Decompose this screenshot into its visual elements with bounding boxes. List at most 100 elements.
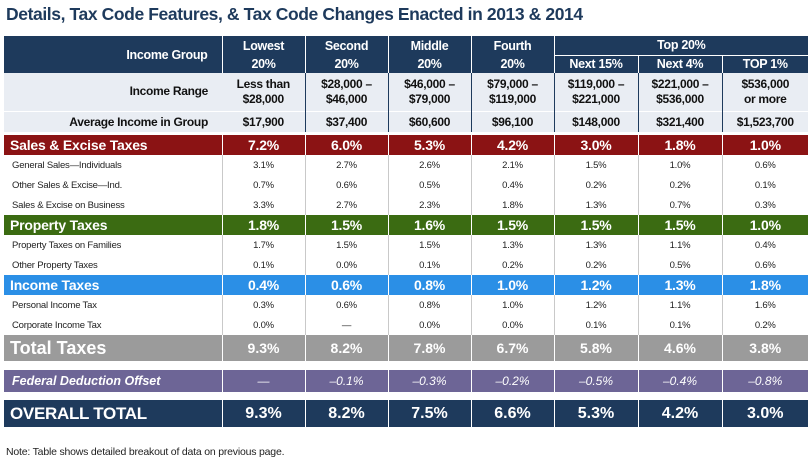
header-second: Second [304,36,388,55]
header-fourth: Fourth [470,36,554,55]
cell: 6.7% [470,335,554,361]
cell: 1.8% [637,135,722,155]
cell: 8.2% [304,400,388,427]
overall-total-row: OVERALL TOTAL 9.3% 8.2% 7.5% 6.6% 5.3% 4… [4,400,809,427]
range-cell: $536,000 or more [721,73,809,111]
cell: 9.3% [221,335,305,361]
header-middle-pct: 20% [387,55,471,73]
cell: 1.5% [304,235,388,255]
row-label: Corporate Income Tax [12,319,102,331]
cell: 0.8% [387,295,471,315]
row-label: General Sales—Individuals [12,159,122,171]
header-middle: Middle [387,36,471,55]
cell: 0.6% [721,155,809,175]
cell: 0.0% [221,315,305,335]
cell: 1.0% [637,155,722,175]
table-row: Personal Income Tax 0.3% 0.6% 0.8% 1.0% … [4,295,809,315]
sales-excise-row: Sales & Excise Taxes 7.2% 6.0% 5.3% 4.2%… [4,135,809,155]
cell: 2.1% [470,155,554,175]
cell: — [304,315,388,335]
table-row: General Sales—Individuals 3.1% 2.7% 2.6%… [4,155,809,175]
average-income-row: Average Income in Group $17,900 $37,400 … [4,110,809,132]
row-label: Personal Income Tax [12,299,97,311]
cell: 0.1% [553,315,638,335]
cell: 1.5% [553,155,638,175]
cell: 4.2% [637,400,722,427]
range-cell: $28,000 – $46,000 [304,73,388,111]
cell: 0.4% [470,175,554,195]
range-cell: Less than $28,000 [222,73,305,111]
federal-deduction-row: Federal Deduction Offset — –0.1% –0.3% –… [4,370,809,392]
cell: 3.1% [221,155,305,175]
cell: 0.4% [221,275,305,295]
cell: 1.3% [470,235,554,255]
cell: –0.3% [387,370,471,392]
average-income-label: Average Income in Group [4,110,222,132]
avg-cell: $148,000 [553,110,638,132]
header-lowest: Lowest [221,36,305,55]
header-row-2: 20% 20% 20% 20% Next 15% Next 4% TOP 1% [4,55,809,73]
cell: –0.1% [304,370,388,392]
cell: 0.1% [387,255,471,275]
table-row: Sales & Excise on Business 3.3% 2.7% 2.3… [4,195,809,215]
cell: 0.6% [304,275,388,295]
cell: –0.8% [721,370,809,392]
cell: 0.6% [304,175,388,195]
income-range-label: Income Range [4,73,222,111]
range-cell: $221,000 – $536,000 [637,73,722,111]
cell: 0.1% [221,255,305,275]
table-row: Other Property Taxes 0.1% 0.0% 0.1% 0.2%… [4,255,809,275]
cell: 1.3% [637,275,722,295]
cell: — [221,370,305,392]
cell: 1.0% [721,215,809,235]
cell: 0.1% [721,175,809,195]
cell: 1.0% [470,275,554,295]
cell: 0.6% [721,255,809,275]
header-top1: TOP 1% [721,55,809,73]
income-group-label: Income Group [4,36,222,73]
cell: –0.4% [637,370,722,392]
cell: 0.2% [721,315,809,335]
cell: 0.2% [553,255,638,275]
avg-cell: $60,600 [387,110,471,132]
cell: 4.6% [637,335,722,361]
income-range-row: Income Range Less than $28,000 $28,000 – $… [4,73,809,111]
cell: 7.5% [387,400,471,427]
cell: 3.0% [721,400,809,427]
cell: 1.6% [387,215,471,235]
cell: 0.3% [721,195,809,215]
cell: 0.2% [553,175,638,195]
cell: 1.5% [387,235,471,255]
cell: 5.3% [387,135,471,155]
tax-table: Income Group Lowest Second Middle Fourth… [4,36,809,427]
cell: 1.8% [721,275,809,295]
cell: 1.2% [553,275,638,295]
header-next4: Next 4% [637,55,722,73]
cell: 1.2% [553,295,638,315]
cell: 1.5% [637,215,722,235]
overall-total-label: OVERALL TOTAL [4,400,222,427]
row-label: Other Property Taxes [12,259,98,271]
cell: 9.3% [221,400,305,427]
cell: –0.2% [470,370,554,392]
table-row: Other Sales & Excise—Ind. 0.7% 0.6% 0.5%… [4,175,809,195]
cell: 7.8% [387,335,471,361]
cell: 8.2% [304,335,388,361]
income-taxes-label: Income Taxes [4,275,222,295]
cell: 7.2% [221,135,305,155]
cell: 0.4% [721,235,809,255]
header-fourth-pct: 20% [470,55,554,73]
range-cell: $119,000 – $221,000 [553,73,638,111]
row-label: Property Taxes on Families [12,239,122,251]
cell: 1.3% [553,235,638,255]
range-cell: $79,000 – $119,000 [470,73,554,111]
cell: 1.6% [721,295,809,315]
cell: 1.8% [470,195,554,215]
table-row: Property Taxes on Families 1.7% 1.5% 1.5… [4,235,809,255]
cell: 3.0% [553,135,638,155]
cell: 6.0% [304,135,388,155]
cell: 5.8% [553,335,638,361]
cell: 0.6% [304,295,388,315]
cell: 3.3% [221,195,305,215]
cell: 0.0% [470,315,554,335]
